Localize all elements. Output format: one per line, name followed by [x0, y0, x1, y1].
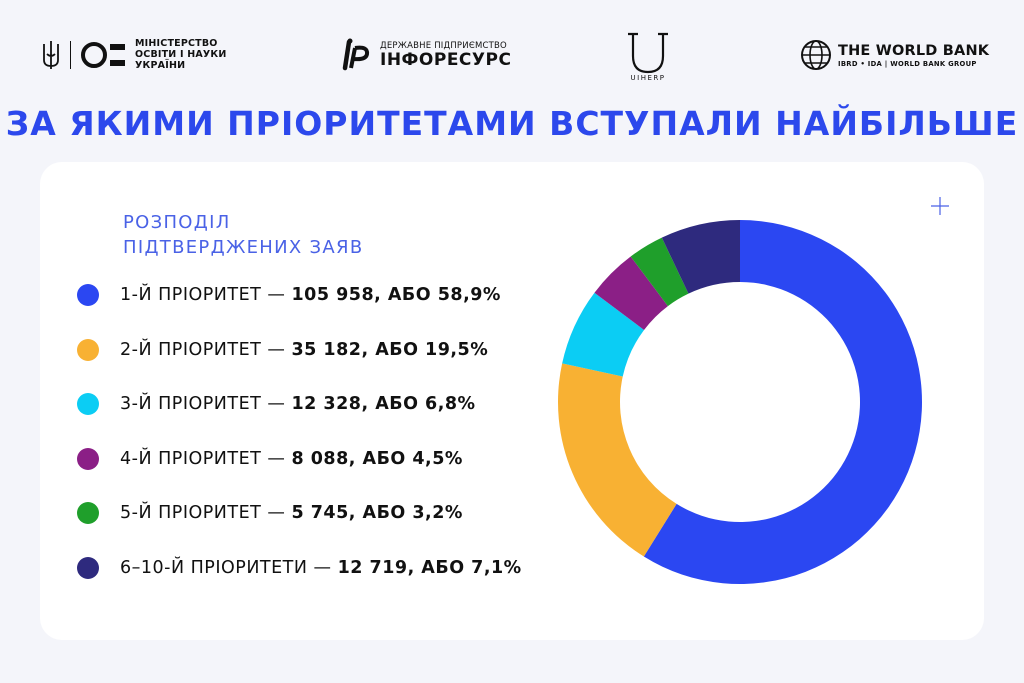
legend-label: 5-Й ПРІОРИТЕТ [120, 503, 262, 523]
uc-logo-icon [628, 32, 668, 74]
legend-text: 2-Й ПРІОРИТЕТ — 35 182, АБО 19,5% [120, 340, 488, 360]
inforesurs-logo-icon [342, 38, 370, 71]
donut-slice [630, 237, 689, 307]
ministry-name: МІНІСТЕРСТВО ОСВІТИ І НАУКИ УКРАЇНИ [135, 38, 227, 71]
logo-separator [70, 40, 71, 69]
donut-slice [562, 292, 645, 377]
legend-item: 4-Й ПРІОРИТЕТ — 8 088, АБО 4,5% [77, 447, 463, 470]
legend-text: 4-Й ПРІОРИТЕТ — 8 088, АБО 4,5% [120, 449, 463, 469]
trident-icon [43, 40, 59, 69]
donut-chart [558, 220, 922, 584]
chart-card: РОЗПОДІЛ ПІДТВЕРДЖЕНИХ ЗАЯВ 1-Й ПРІОРИТЕ… [40, 162, 984, 640]
legend-text: 1-Й ПРІОРИТЕТ — 105 958, АБО 58,9% [120, 285, 501, 305]
inforesurs-tagline: ДЕРЖАВНЕ ПІДПРИЄМСТВО [380, 40, 507, 51]
chart-subtitle-line: РОЗПОДІЛ [123, 212, 231, 233]
legend-text: 3-Й ПРІОРИТЕТ — 12 328, АБО 6,8% [120, 394, 476, 414]
legend-item: 2-Й ПРІОРИТЕТ — 35 182, АБО 19,5% [77, 338, 488, 361]
ministry-logo: МІНІСТЕРСТВО ОСВІТИ І НАУКИ УКРАЇНИ [42, 38, 227, 71]
ministry-name-line: МІНІСТЕРСТВО [135, 38, 218, 49]
legend-item: 6–10-Й ПРІОРИТЕТИ — 12 719, АБО 7,1% [77, 556, 522, 579]
uc-logo-text: UIHERP [630, 74, 666, 82]
donut-slice [558, 363, 677, 557]
uc-logo: UIHERP [625, 30, 671, 82]
legend-label: 3-Й ПРІОРИТЕТ [120, 394, 262, 414]
donut-slice [594, 256, 668, 330]
legend-dash: — [261, 285, 292, 305]
inforesurs-logo: ДЕРЖАВНЕ ПІДПРИЄМСТВО ІНФОРЕСУРС [340, 38, 511, 72]
legend-value: 35 182, АБО 19,5% [291, 339, 489, 360]
worldbank-logo: THE WORLD BANK IBRD • IDA | WORLD BANK G… [800, 39, 989, 71]
legend-dash: — [261, 394, 292, 414]
legend-label: 4-Й ПРІОРИТЕТ [120, 448, 262, 469]
legend-dash: — [261, 339, 292, 360]
chart-subtitle: РОЗПОДІЛ ПІДТВЕРДЖЕНИХ ЗАЯВ [123, 210, 363, 260]
donut-slice [643, 220, 922, 584]
legend-label: 2-Й ПРІОРИТЕТ [120, 339, 262, 360]
partner-logos: МІНІСТЕРСТВО ОСВІТИ І НАУКИ УКРАЇНИ ДЕРЖ… [0, 32, 1024, 86]
plus-icon [931, 197, 949, 215]
legend-text: 6–10-Й ПРІОРИТЕТИ — 12 719, АБО 7,1% [120, 558, 522, 578]
legend-dash: — [261, 503, 292, 523]
inforesurs-name: ІНФОРЕСУРС [380, 49, 512, 70]
legend-swatch [77, 284, 99, 306]
legend-label: 6–10-Й ПРІОРИТЕТИ [120, 557, 308, 578]
legend-swatch [77, 447, 99, 470]
ministry-name-line: ОСВІТИ І НАУКИ [135, 49, 227, 60]
legend-label: 1-Й ПРІОРИТЕТ [120, 285, 262, 305]
globe-icon [801, 40, 831, 70]
chart-subtitle-line: ПІДТВЕРДЖЕНИХ ЗАЯВ [123, 237, 364, 258]
legend-item: 1-Й ПРІОРИТЕТ — 105 958, АБО 58,9% [77, 284, 501, 306]
legend-value: 5 745, АБО 3,2% [291, 503, 463, 523]
legend-value: 105 958, АБО 58,9% [291, 285, 501, 305]
legend-swatch [77, 393, 99, 415]
worldbank-subtitle: IBRD • IDA | WORLD BANK GROUP [838, 59, 977, 68]
legend-value: 8 088, АБО 4,5% [291, 448, 463, 469]
legend-swatch [77, 338, 99, 361]
worldbank-title: THE WORLD BANK [838, 42, 990, 59]
page-title: ЗА ЯКИМИ ПРІОРИТЕТАМИ ВСТУПАЛИ НАЙБІЛЬШЕ [5, 104, 1019, 143]
legend-value: 12 328, АБО 6,8% [291, 394, 476, 414]
legend-swatch [77, 502, 99, 524]
legend-dash: — [261, 448, 292, 469]
donut-slice [661, 220, 740, 294]
legend-value: 12 719, АБО 7,1% [337, 557, 522, 578]
ministry-name-line: УКРАЇНИ [135, 60, 186, 71]
legend-swatch [77, 556, 99, 579]
legend-item: 5-Й ПРІОРИТЕТ — 5 745, АБО 3,2% [77, 502, 463, 524]
legend-text: 5-Й ПРІОРИТЕТ — 5 745, АБО 3,2% [120, 503, 463, 523]
legend-item: 3-Й ПРІОРИТЕТ — 12 328, АБО 6,8% [77, 393, 476, 415]
legend-dash: — [307, 557, 338, 578]
mon-logo-icon [81, 41, 125, 68]
